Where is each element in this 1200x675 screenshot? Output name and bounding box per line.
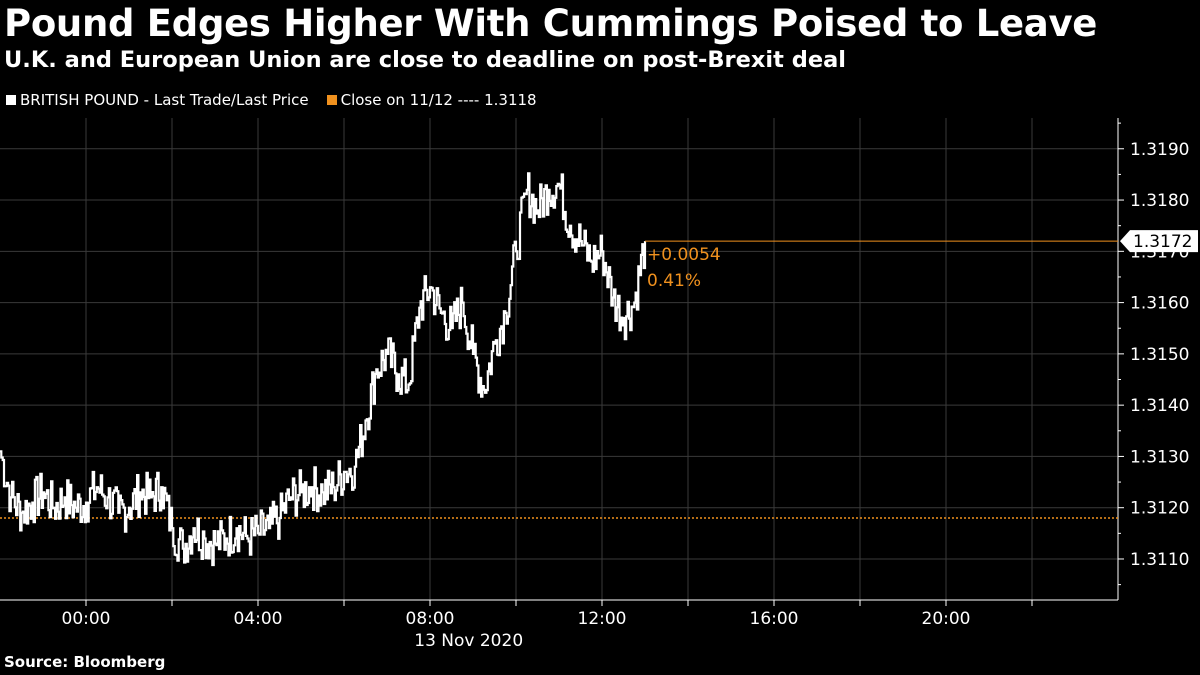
y-tick-label: 1.3190: [1130, 140, 1189, 160]
source-note: Source: Bloomberg: [4, 653, 166, 671]
change-pct-label: 0.41%: [647, 271, 701, 291]
annotations: 1.3172 +0.0054 0.41%: [645, 230, 1198, 291]
x-tick-label: 04:00: [234, 609, 283, 629]
x-tick-label: 20:00: [922, 609, 971, 629]
price-line: [0, 172, 647, 567]
change-label: +0.0054: [647, 245, 721, 265]
legend-item-close: Close on 11/12 ---- 1.3118: [326, 90, 537, 110]
last-value-label: 1.3172: [1133, 232, 1192, 252]
y-tick-label: 1.3120: [1130, 499, 1189, 519]
x-date-label: 13 Nov 2020: [414, 631, 523, 651]
y-tick-label: 1.3180: [1130, 191, 1189, 211]
last-value-marker: [1120, 230, 1198, 253]
legend-item-price: BRITISH POUND - Last Trade/Last Price: [6, 90, 309, 110]
x-tick-label: 00:00: [62, 609, 111, 629]
legend-label-close: Close on 11/12 ---- 1.3118: [340, 91, 537, 109]
y-tick-label: 1.3130: [1130, 447, 1189, 467]
x-tick-label: 08:00: [406, 609, 455, 629]
x-tick-label: 16:00: [750, 609, 799, 629]
axes: 1.3110 1.3120 1.3130 1.3140 1.3150 1.3160 1.31…: [0, 118, 1189, 651]
legend-swatch-close: [326, 95, 337, 105]
x-tick-label: 12:00: [578, 609, 627, 629]
y-tick-label: 1.3110: [1130, 550, 1189, 570]
legend-swatch-price: [6, 95, 16, 105]
y-tick-label: 1.3150: [1130, 345, 1189, 365]
legend-label-price: BRITISH POUND - Last Trade/Last Price: [20, 91, 309, 109]
chart-subtitle: U.K. and European Union are close to dea…: [4, 47, 846, 73]
legend: BRITISH POUND - Last Trade/Last Price Cl…: [6, 90, 555, 110]
chart-title: Pound Edges Higher With Cummings Poised …: [4, 2, 1098, 45]
y-tick-label: 1.3140: [1130, 396, 1189, 416]
grid-lines: [0, 118, 1118, 600]
y-tick-label: 1.3160: [1130, 294, 1189, 314]
series-area: [0, 172, 1118, 567]
